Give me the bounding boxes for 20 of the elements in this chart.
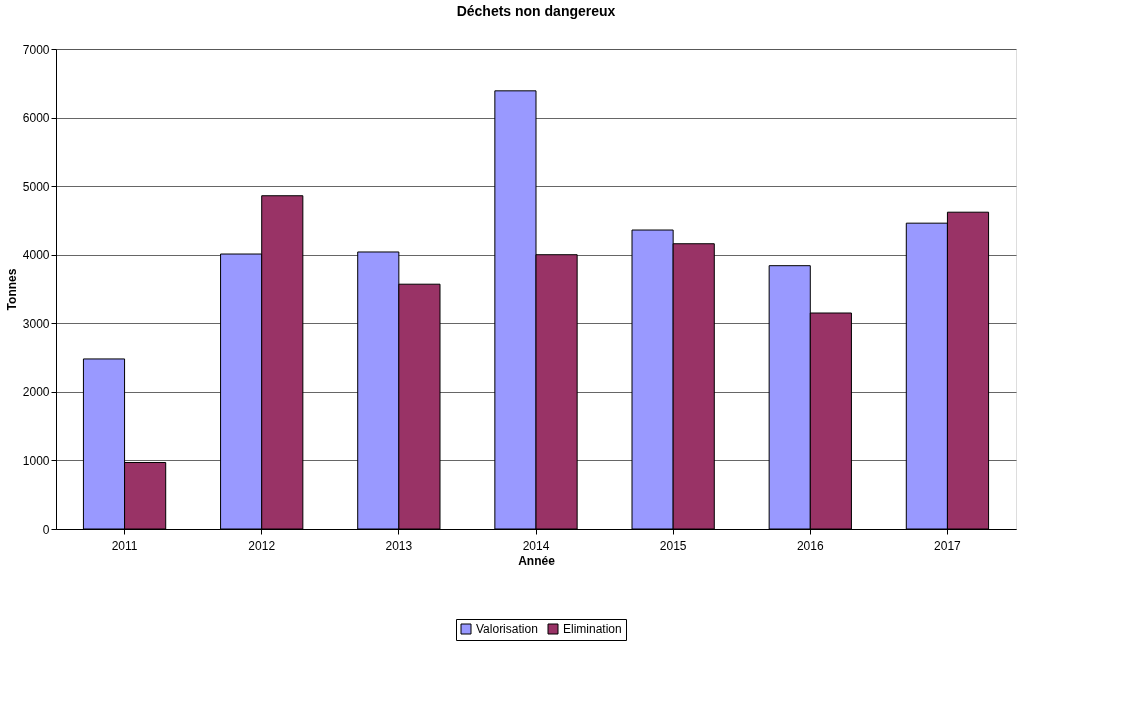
- y-tick-label: 0: [42, 522, 50, 537]
- x-axis-title: Année: [518, 553, 556, 568]
- x-tick-label: 2015: [659, 538, 687, 553]
- x-tick-label: 2014: [522, 538, 550, 553]
- y-tick-label: 5000: [22, 179, 50, 194]
- y-tick-label: 2000: [22, 385, 50, 400]
- x-tick-label: 2016: [796, 538, 824, 553]
- y-tick-label: 4000: [22, 248, 50, 263]
- x-tick-label: 2012: [248, 538, 276, 553]
- chart-title: Déchets non dangereux: [456, 3, 616, 19]
- y-tick-label: 1000: [22, 453, 50, 468]
- y-tick-label: 7000: [22, 42, 50, 57]
- y-tick-label: 6000: [22, 111, 50, 126]
- legend-label: Elimination: [563, 622, 622, 636]
- x-tick-label: 2011: [111, 538, 138, 553]
- y-tick-label: 3000: [22, 316, 50, 331]
- x-tick-label: 2013: [385, 538, 413, 553]
- x-tick-label: 2017: [934, 538, 962, 553]
- legend-label: Valorisation: [476, 622, 538, 636]
- y-axis-title: Tonnes: [4, 268, 19, 311]
